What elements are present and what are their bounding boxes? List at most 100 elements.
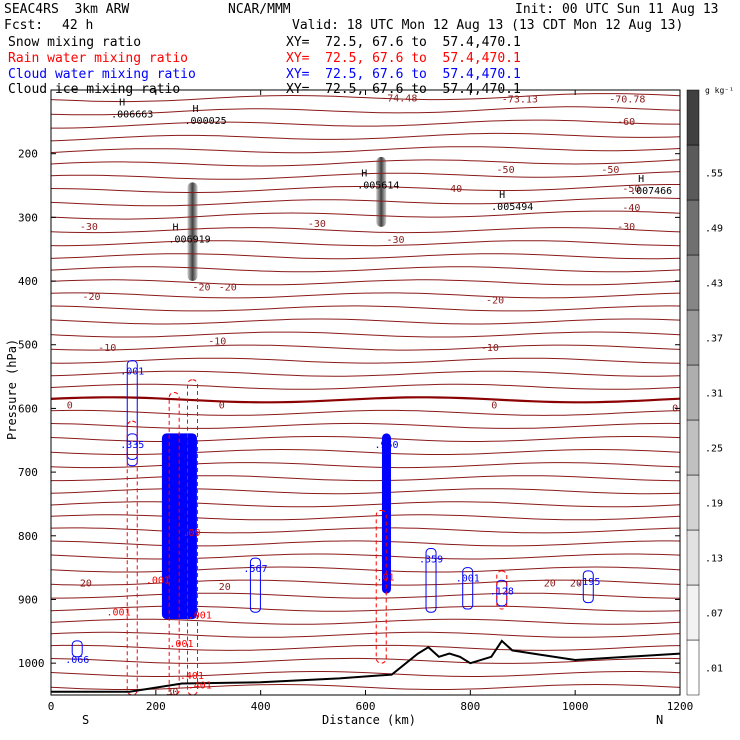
colorbar-swatch bbox=[686, 639, 700, 696]
model-title: SEAC4RS 3km ARW bbox=[4, 2, 130, 17]
temperature-isotherm bbox=[51, 171, 680, 180]
temperature-isotherm bbox=[51, 106, 680, 116]
colorbar-unit: g kg⁻¹ bbox=[705, 86, 734, 95]
temperature-isotherm bbox=[51, 305, 680, 312]
rain-label: .001 bbox=[107, 607, 131, 618]
y-tick-label: 600 bbox=[18, 402, 38, 415]
temperature-label: -74.48 bbox=[381, 93, 417, 104]
x-tick-label: 200 bbox=[146, 700, 166, 713]
temperature-isotherm bbox=[51, 488, 680, 495]
cloud-water-label: 1.109 bbox=[167, 440, 197, 451]
cloud-water-label: .128 bbox=[490, 586, 514, 597]
colorbar-swatch bbox=[686, 419, 700, 476]
cloud-water-contour bbox=[249, 557, 261, 613]
y-tick-label: 800 bbox=[18, 530, 38, 543]
temperature-label: -73.13 bbox=[502, 95, 538, 106]
temperature-label: 0 bbox=[219, 400, 225, 411]
colorbar-tick-label: .13 bbox=[705, 554, 723, 565]
temperature-label: -50 bbox=[497, 165, 515, 176]
y-tick-label: 500 bbox=[18, 339, 38, 352]
y-tick-label: 200 bbox=[18, 148, 38, 161]
x-end-label-south: S bbox=[82, 713, 89, 727]
forecast-hours: 42 h bbox=[62, 18, 94, 33]
temperature-label: 20 bbox=[544, 579, 556, 590]
temperature-label: -20 bbox=[486, 295, 504, 306]
y-tick-label: 300 bbox=[18, 211, 38, 224]
temperature-label: -30 bbox=[617, 222, 635, 233]
temperature-isotherm bbox=[51, 357, 680, 364]
forecast-label: Fcst: bbox=[4, 18, 44, 33]
colorbar-tick-label: .31 bbox=[705, 389, 723, 400]
temperature-isotherm bbox=[51, 240, 680, 247]
temperature-isotherm bbox=[51, 279, 680, 286]
colorbar-tick-label: .01 bbox=[705, 664, 723, 675]
colorbar-tick-label: .49 bbox=[705, 224, 723, 235]
cloud-ice-marker: H bbox=[499, 190, 505, 201]
cloud-ice-marker: H bbox=[119, 97, 125, 108]
cloud-water-contour bbox=[381, 433, 391, 594]
rain-contour bbox=[496, 570, 508, 610]
temperature-isotherm bbox=[51, 266, 680, 273]
temperature-isotherm bbox=[51, 436, 680, 442]
valid-time: Valid: 18 UTC Mon 12 Aug 13 (13 CDT Mon … bbox=[292, 18, 684, 33]
colorbar-swatch bbox=[686, 584, 700, 641]
rain-label: .09 bbox=[183, 528, 201, 539]
temperature-label: -20 bbox=[219, 283, 237, 294]
temperature-label: -40 bbox=[622, 203, 640, 214]
cloud-water-contour bbox=[425, 548, 437, 613]
temperature-label: -30 bbox=[386, 235, 404, 246]
rain-label: .001 bbox=[188, 611, 212, 622]
temperature-isotherm bbox=[51, 383, 680, 390]
x-tick-label: 800 bbox=[460, 700, 480, 713]
y-tick-label: 1000 bbox=[18, 657, 45, 670]
x-tick-label: 400 bbox=[251, 700, 271, 713]
temperature-isotherm bbox=[51, 344, 680, 351]
colorbar-swatch bbox=[686, 474, 700, 531]
temperature-isotherm bbox=[51, 197, 680, 207]
temperature-label: -30 bbox=[308, 219, 326, 230]
snow-max-label: .006919 bbox=[169, 234, 211, 245]
x-tick-label: 0 bbox=[48, 700, 55, 713]
colorbar-swatch bbox=[686, 89, 700, 146]
temperature-isotherm bbox=[51, 132, 680, 142]
temperature-label: -70.78 bbox=[609, 95, 645, 106]
colorbar-tick-label: .55 bbox=[705, 169, 723, 180]
temperature-isotherm bbox=[51, 592, 680, 599]
temperature-isotherm bbox=[51, 318, 680, 325]
init-time: Init: 00 UTC Sun 11 Aug 13 bbox=[515, 2, 719, 17]
colorbar-tick-label: .07 bbox=[705, 609, 723, 620]
cloud-water-label: .195 bbox=[576, 577, 600, 588]
cloud-water-label: .359 bbox=[419, 555, 443, 566]
snow-plume bbox=[187, 182, 198, 282]
temperature-isotherm bbox=[51, 370, 680, 377]
temperature-label: 30 bbox=[166, 687, 178, 698]
temperature-isotherm bbox=[51, 210, 680, 220]
y-tick-label: 700 bbox=[18, 466, 38, 479]
temperature-isotherm bbox=[51, 292, 680, 299]
rain-contour bbox=[375, 509, 387, 664]
temperature-label: -10 bbox=[98, 343, 116, 354]
colorbar-swatch bbox=[686, 529, 700, 586]
temperature-label: -10 bbox=[208, 337, 226, 348]
cloud-water-label: .001 bbox=[456, 574, 480, 585]
field-name-cloud-water: Cloud water mixing ratio bbox=[8, 67, 196, 82]
rain-contour bbox=[168, 392, 180, 695]
field-xy-cloud-water: XY= 72.5, 67.6 to 57.4,470.1 bbox=[286, 67, 521, 82]
terrain-line bbox=[51, 639, 680, 693]
cloud-ice-label: .005494 bbox=[491, 202, 533, 213]
org-label: NCAR/MMM bbox=[228, 2, 291, 17]
temperature-isotherm bbox=[51, 501, 680, 508]
temperature-isotherm bbox=[51, 657, 680, 664]
field-xy-snow: XY= 72.5, 67.6 to 57.4,470.1 bbox=[286, 35, 521, 50]
temperature-isotherm bbox=[51, 618, 680, 625]
cloud-ice-marker: H bbox=[638, 174, 644, 185]
temperature-isotherm bbox=[51, 579, 680, 586]
cloud-ice-label: .000025 bbox=[185, 116, 227, 127]
colorbar-tick-label: .43 bbox=[705, 279, 723, 290]
temperature-isotherm bbox=[51, 409, 680, 416]
temperature-label: -20 bbox=[82, 292, 100, 303]
temperature-isotherm bbox=[51, 331, 680, 338]
field-name-rain: Rain water mixing ratio bbox=[8, 51, 189, 66]
temperature-isotherm bbox=[51, 644, 680, 651]
